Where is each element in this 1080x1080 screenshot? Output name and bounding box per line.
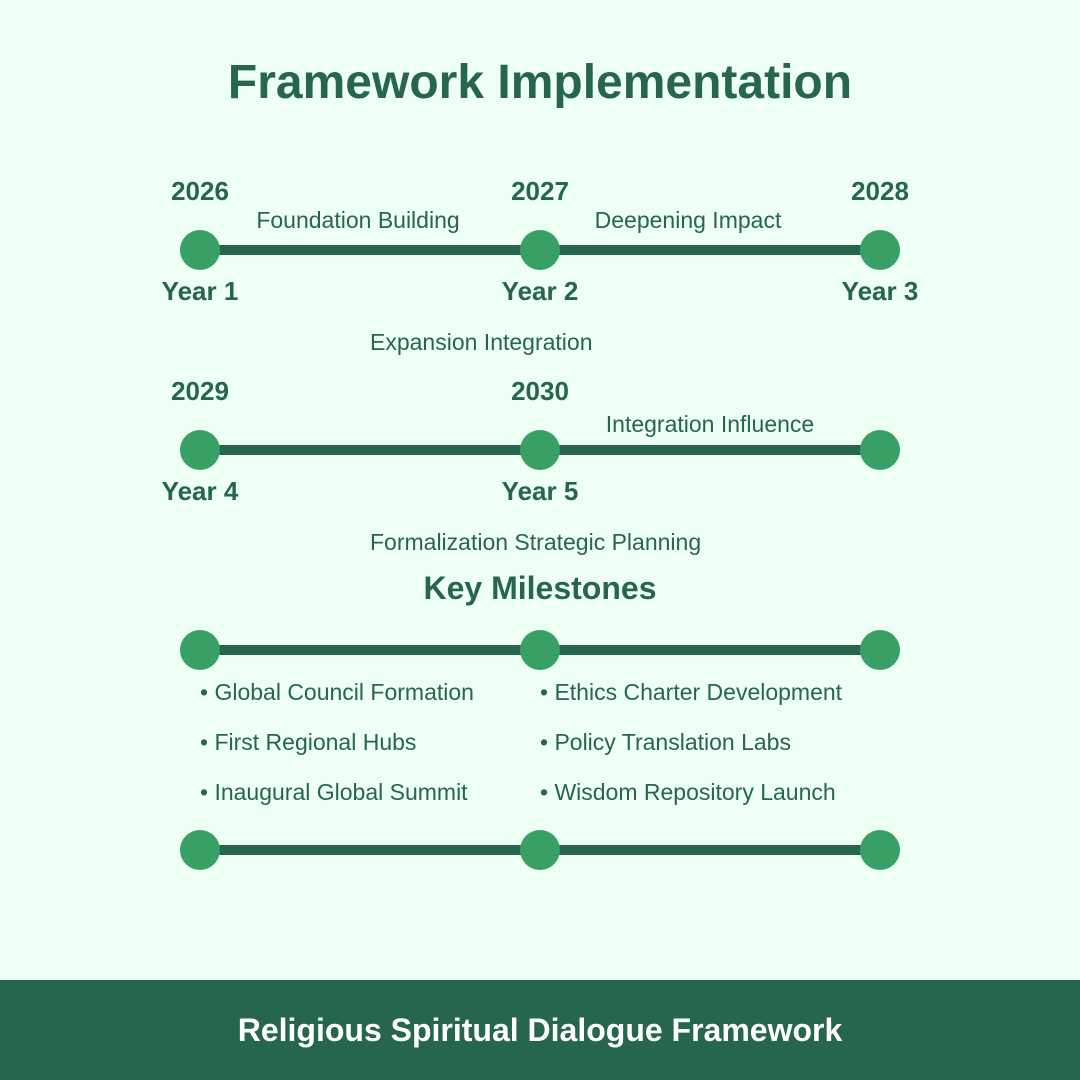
milestone-item: • Ethics Charter Development [540, 679, 843, 705]
phase-deepening-impact: Deepening Impact [594, 207, 782, 233]
milestone-item: • Policy Translation Labs [540, 729, 791, 755]
year-label-4: Year 4 [161, 476, 239, 506]
timeline-dot [860, 830, 900, 870]
timeline-dot [520, 430, 560, 470]
timeline-dot [520, 830, 560, 870]
phase-integration-influence: Integration Influence [605, 411, 815, 437]
year-2027: 2027 [511, 176, 569, 206]
timeline-dot [520, 630, 560, 670]
timeline-dot [860, 230, 900, 270]
timeline-dot [180, 430, 220, 470]
year-label-5: Year 5 [501, 476, 579, 506]
footer-title: Religious Spiritual Dialogue Framework [237, 1011, 843, 1048]
year-label-3: Year 3 [841, 276, 919, 306]
year-label-1: Year 1 [161, 276, 239, 306]
timeline-dot [860, 630, 900, 670]
year-2026: 2026 [171, 176, 229, 206]
phase-formalization-strategic-planning: Formalization Strategic Planning [370, 529, 702, 555]
milestone-item: • Inaugural Global Summit [200, 779, 468, 805]
timeline-dot [180, 230, 220, 270]
page-title: Framework Implementation [227, 56, 853, 109]
year-2028: 2028 [851, 176, 909, 206]
timeline-dot [520, 230, 560, 270]
timeline-dot [180, 630, 220, 670]
milestone-item: • Global Council Formation [200, 679, 474, 705]
timeline-dot [180, 830, 220, 870]
milestones-heading: Key Milestones [423, 570, 657, 606]
phase-expansion-integration: Expansion Integration [370, 329, 593, 355]
phase-foundation-building: Foundation Building [256, 207, 460, 233]
year-label-2: Year 2 [501, 276, 579, 306]
footer-banner: Religious Spiritual Dialogue Framework [0, 980, 1080, 1080]
year-2029: 2029 [171, 376, 229, 406]
milestone-item: • First Regional Hubs [200, 729, 417, 755]
timeline-dot [860, 430, 900, 470]
year-2030: 2030 [511, 376, 569, 406]
milestone-item: • Wisdom Repository Launch [540, 779, 836, 805]
